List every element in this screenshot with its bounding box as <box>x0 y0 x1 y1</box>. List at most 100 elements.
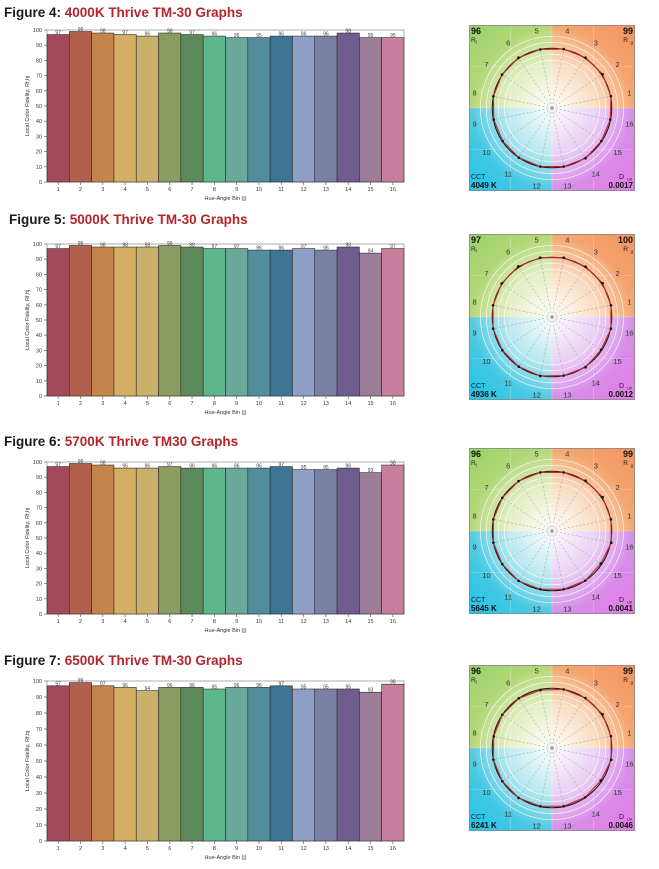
hue-spoke <box>540 530 553 590</box>
hue-spoke <box>551 316 602 351</box>
bar-value-label: 96 <box>256 683 262 689</box>
x-axis-label: Hue-Angle Bin (j) <box>205 628 247 634</box>
hue-bin-label: 14 <box>592 170 600 179</box>
y-tick-label: 10 <box>36 823 42 829</box>
fidelity-bar <box>381 683 405 842</box>
hue-spoke <box>551 74 602 109</box>
hue-bin-point <box>491 327 495 331</box>
fidelity-bar <box>225 248 249 397</box>
fidelity-bar <box>336 688 360 842</box>
hue-bin-label: 10 <box>482 148 490 157</box>
fidelity-bar <box>225 687 249 842</box>
figure-name: 5000K Thrive TM-30 Graphs <box>69 212 248 227</box>
x-tick-label: 12 <box>301 619 307 625</box>
y-tick-label: 40 <box>36 775 42 781</box>
figure-number: Figure 7: <box>4 653 62 668</box>
fidelity-bar <box>269 685 293 842</box>
hue-spoke <box>518 58 553 109</box>
hue-bin-point <box>599 562 603 565</box>
hue-bin-point <box>501 139 504 143</box>
rg-value: 99 <box>623 666 633 676</box>
reference-ring <box>503 268 601 366</box>
hue-bin-point <box>610 758 613 762</box>
bar-value-label: 96 <box>345 464 351 470</box>
x-tick-label: 6 <box>168 619 171 625</box>
bar-value-label: 97 <box>212 244 218 250</box>
bar-value-label: 96 <box>279 246 285 252</box>
graphic-frame <box>469 665 635 831</box>
bar-value-label: 96 <box>279 32 285 38</box>
bar-value-label: 98 <box>345 29 351 35</box>
fidelity-bar <box>135 246 159 397</box>
hue-bin-point <box>601 712 604 716</box>
fidelity-bar <box>247 687 271 842</box>
fidelity-bar <box>381 464 405 615</box>
hue-bin-point <box>517 796 520 800</box>
hue-spoke <box>540 689 553 749</box>
hue-spoke <box>551 283 602 318</box>
bar-value-label: 96 <box>189 464 195 470</box>
hue-bin-label: 5 <box>535 450 539 459</box>
bar-value-label: 97 <box>55 30 61 36</box>
x-tick-label: 7 <box>191 619 194 625</box>
bar-value-label: 93 <box>368 468 374 474</box>
hue-bin-point <box>539 48 542 51</box>
hue-bin-label: 1 <box>627 512 631 521</box>
x-tick-label: 10 <box>256 619 262 625</box>
fidelity-bar <box>180 246 204 397</box>
hue-spoke <box>518 107 553 158</box>
hue-spoke <box>551 58 586 109</box>
hue-bin-label: 15 <box>613 357 621 366</box>
rf-subscript: f <box>476 463 478 468</box>
y-tick-label: 20 <box>36 807 42 813</box>
y-tick-label: 10 <box>36 379 42 385</box>
hue-bin-point <box>517 56 520 60</box>
hue-bin-label: 7 <box>484 483 488 492</box>
hue-bin-point <box>500 282 504 285</box>
hue-spoke <box>551 316 611 329</box>
duv-label: D <box>619 597 624 604</box>
hue-bin-label: 11 <box>504 593 512 602</box>
fidelity-bar <box>247 467 271 615</box>
reference-ring <box>479 458 625 604</box>
hue-spoke <box>502 747 553 782</box>
x-tick-label: 6 <box>168 846 171 852</box>
hue-spoke <box>493 316 553 329</box>
bar-value-label: 96 <box>145 32 151 38</box>
duv-value: 0.0041 <box>609 604 634 613</box>
bar-value-label: 95 <box>390 33 396 39</box>
bar-value-label: 95 <box>301 685 307 691</box>
fidelity-bar <box>314 469 338 615</box>
fidelity-bar <box>91 32 115 183</box>
x-tick-label: 9 <box>235 187 238 193</box>
hue-spoke <box>502 530 553 565</box>
y-tick-label: 30 <box>36 348 42 354</box>
hue-spoke <box>551 689 564 749</box>
x-tick-label: 15 <box>367 187 373 193</box>
hue-bin-point <box>500 73 504 76</box>
y-axis-label: Local Color Fidelity, Rf,hj <box>25 731 31 792</box>
rg-subscript: g <box>630 40 633 45</box>
duv-label: D <box>619 814 624 821</box>
hue-spoke <box>493 107 553 120</box>
rg-value: 99 <box>623 26 633 36</box>
bar-value-label: 99 <box>78 459 84 465</box>
hue-bin-label: 6 <box>506 461 510 470</box>
x-tick-label: 2 <box>79 187 82 193</box>
hue-bin-point <box>517 579 520 583</box>
fidelity-bar <box>46 466 70 615</box>
fidelity-bar <box>269 35 293 183</box>
hue-spoke <box>502 107 553 142</box>
hue-bin-point <box>491 303 495 307</box>
reference-ring <box>479 244 625 390</box>
fidelity-bar <box>314 688 338 842</box>
bar-value-label: 96 <box>189 683 195 689</box>
reference-ring <box>479 675 625 821</box>
reference-ring <box>497 476 607 586</box>
fidelity-bar <box>225 37 249 183</box>
hue-spoke <box>551 316 564 376</box>
y-tick-label: 80 <box>36 272 42 278</box>
fidelity-bar <box>247 249 271 397</box>
hue-bin-point <box>517 697 521 700</box>
